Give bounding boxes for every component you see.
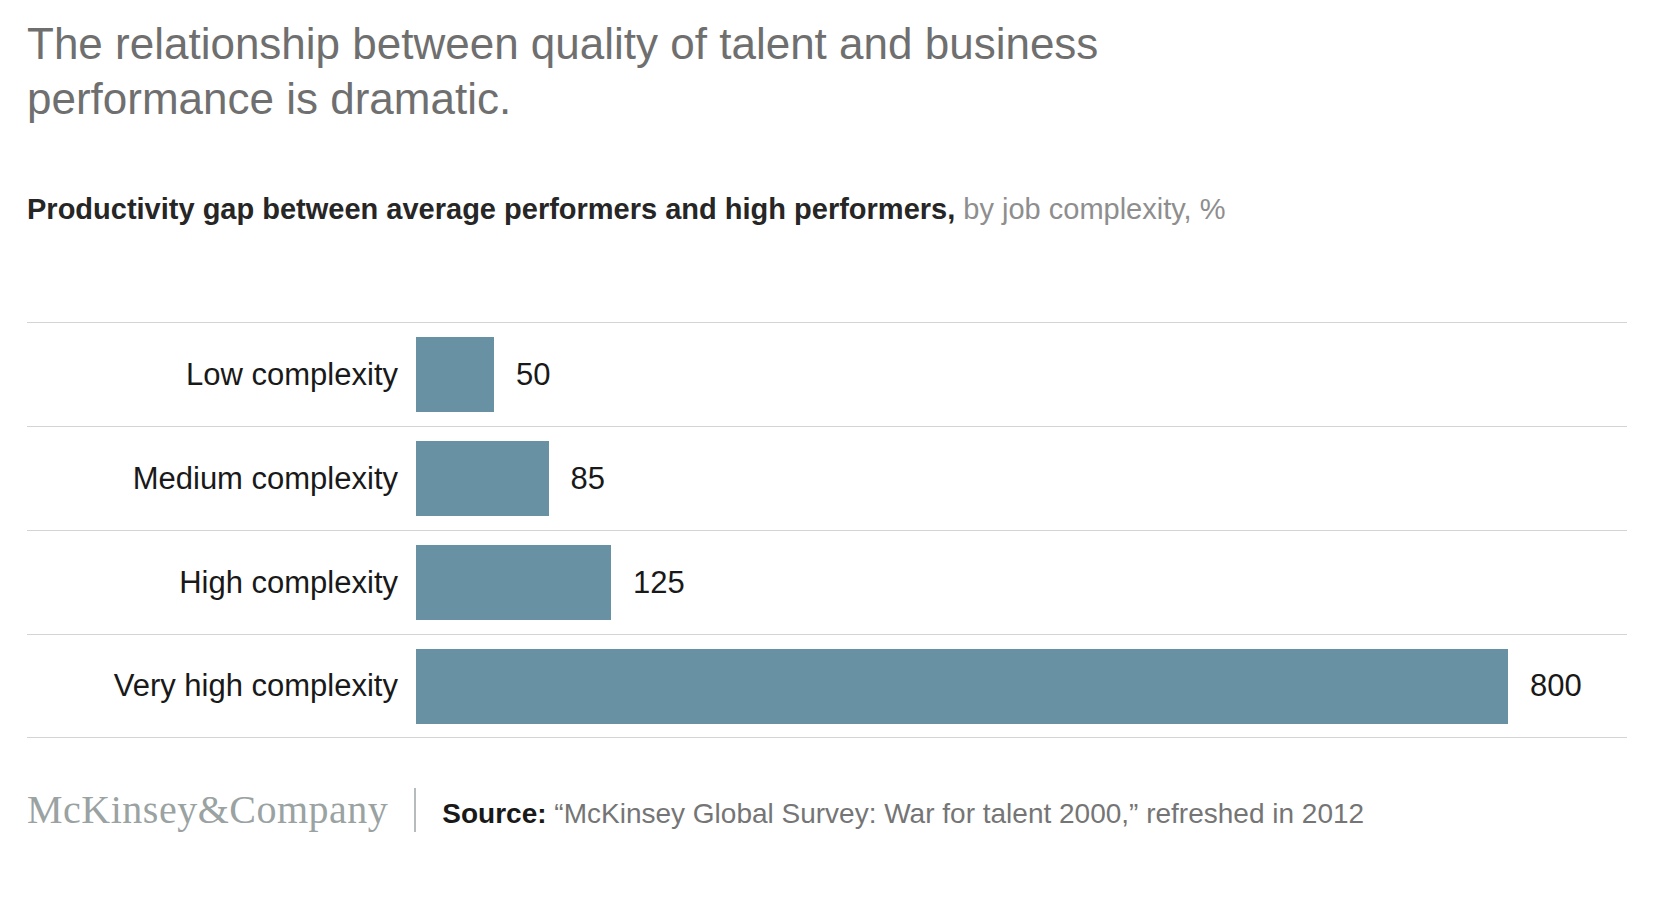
bar bbox=[416, 649, 1508, 724]
bar bbox=[416, 337, 494, 412]
value-label: 85 bbox=[571, 461, 605, 497]
category-label: Very high complexity bbox=[27, 668, 416, 704]
value-label: 125 bbox=[633, 565, 685, 601]
bar bbox=[416, 441, 549, 516]
bar-chart: Low complexity 50 Medium complexity 85 High … bbox=[27, 322, 1627, 738]
source-note: Source: “McKinsey Global Survey: War for… bbox=[442, 798, 1364, 830]
footer-divider bbox=[414, 788, 416, 832]
footer: McKinsey&Company Source: “McKinsey Globa… bbox=[27, 786, 1364, 833]
mckinsey-logo: McKinsey&Company bbox=[27, 786, 388, 833]
category-label: Low complexity bbox=[27, 357, 416, 393]
category-label: Medium complexity bbox=[27, 461, 416, 497]
chart-subtitle-light: by job complexity, % bbox=[955, 193, 1225, 225]
source-text: “McKinsey Global Survey: War for talent … bbox=[547, 798, 1365, 829]
value-label: 800 bbox=[1530, 668, 1582, 704]
chart-row: Very high complexity 800 bbox=[27, 634, 1627, 738]
value-label: 50 bbox=[516, 357, 550, 393]
source-label: Source: bbox=[442, 798, 546, 829]
chart-row: Medium complexity 85 bbox=[27, 426, 1627, 530]
chart-row: Low complexity 50 bbox=[27, 322, 1627, 426]
page-title: The relationship between quality of tale… bbox=[27, 16, 1297, 126]
chart-row: High complexity 125 bbox=[27, 530, 1627, 634]
chart-subtitle-bold: Productivity gap between average perform… bbox=[27, 193, 955, 225]
bar bbox=[416, 545, 611, 620]
chart-subtitle: Productivity gap between average perform… bbox=[27, 193, 1226, 226]
category-label: High complexity bbox=[27, 565, 416, 601]
